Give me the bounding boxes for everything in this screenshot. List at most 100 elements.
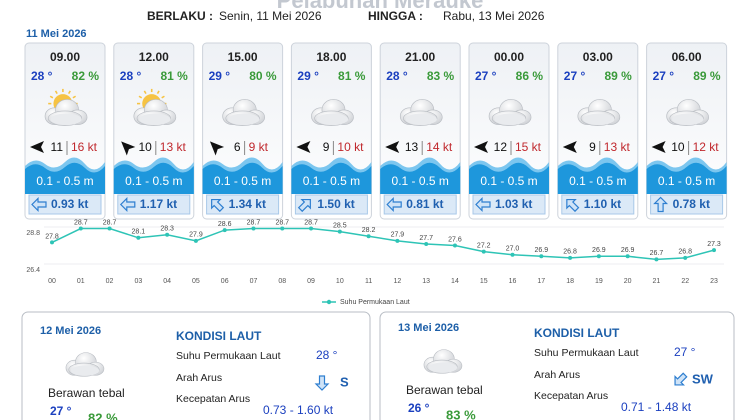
gust: 12 kt: [693, 140, 720, 154]
current-arrow: [211, 198, 225, 213]
valid-to-label: HINGGA :: [368, 9, 423, 23]
x-tick-label: 13: [422, 278, 430, 285]
panel-frame: [379, 311, 735, 420]
value-label: 26.9: [621, 247, 635, 254]
wave: [646, 162, 727, 194]
current-box: [28, 194, 102, 215]
wave-height: 0.1 - 0.5 m: [303, 174, 360, 188]
wave-height: 0.1 - 0.5 m: [569, 174, 626, 188]
value-label: 26.8: [678, 249, 692, 256]
x-tick-label: 06: [221, 278, 229, 285]
point: [395, 238, 400, 243]
x-tick-label: 17: [537, 278, 545, 285]
forecast-date: 11 Mei 2026: [26, 28, 87, 40]
x-tick-label: 18: [566, 278, 574, 285]
sst-label: Suhu Permukaan Laut: [176, 350, 281, 362]
current-speed: 0.78 kt: [673, 197, 710, 211]
current-speed: 1.34 kt: [229, 197, 266, 211]
wave: [380, 162, 461, 194]
gust: 13 kt: [160, 140, 187, 154]
current-arrow: [386, 197, 402, 212]
humidity: 80 %: [249, 69, 277, 83]
wave-height: 0.1 - 0.5 m: [480, 174, 537, 188]
sun-ray: [49, 95, 54, 99]
value-label: 28.7: [247, 219, 261, 226]
wave: [113, 162, 194, 194]
x-tick-label: 02: [106, 278, 114, 285]
current-speed-label: Kecepatan Arus: [176, 393, 250, 405]
point: [481, 249, 486, 254]
value-label: 28.7: [275, 219, 289, 226]
point: [50, 240, 54, 245]
sst: 27 °: [674, 345, 696, 359]
weather-icon: [311, 99, 354, 126]
current-dir-label: Arah Arus: [176, 372, 222, 384]
point: [222, 228, 227, 233]
forecast-card: 12.00 28 ° 81 % 10 13 kt 0.1 - 0.5 m 1.17 kt: [113, 42, 195, 220]
forecast-card: 15.00 29 ° 80 % 6 9 kt 0.1 - 0.5 m 1.34 kt: [202, 42, 284, 220]
x-tick-label: 08: [278, 278, 286, 285]
point: [625, 254, 630, 259]
current-speed: 0.93 kt: [51, 197, 88, 211]
time: 15.00: [228, 50, 258, 64]
x-tick-label: 00: [48, 278, 56, 285]
humidity: 83 %: [427, 69, 455, 83]
current-arrow: [674, 372, 688, 386]
weather: Berawan tebal: [406, 383, 483, 397]
x-tick-label: 11: [365, 278, 372, 285]
wave: [469, 162, 549, 194]
value-label: 27.6: [448, 236, 462, 243]
wave-height: 0.1 - 0.5 m: [392, 174, 449, 188]
current-arrow: [297, 198, 311, 213]
wind-arrow: [651, 141, 666, 153]
cloud-base: [50, 113, 82, 126]
daily-panel: 13 Mei 2026 Berawan tebal 26 ° 83 % KONDISI …: [379, 311, 735, 420]
x-tick-label: 23: [710, 278, 718, 285]
panel-frame: [21, 311, 371, 420]
humidity: 81 %: [160, 69, 188, 83]
valid-from-label: BERLAKU :: [147, 9, 213, 23]
forecast-card: 09.00 28 ° 82 % 11 16 kt 0.1 - 0.5 m 0.93 kt: [24, 42, 106, 220]
value-label: 28.7: [74, 219, 88, 226]
forecast-card: 06.00 27 ° 89 % 10 12 kt 0.1 - 0.5 m 0.78 kt: [646, 42, 728, 220]
point: [280, 226, 285, 231]
current-arrow: [119, 197, 136, 212]
time: 00.00: [494, 50, 524, 64]
gust: 13 kt: [604, 140, 631, 154]
wind-speed: 6: [234, 140, 241, 154]
value-label: 28.2: [362, 227, 376, 234]
wind-speed: 12: [494, 140, 508, 154]
wind-arrow: [209, 141, 225, 156]
wind-speed: 10: [138, 140, 152, 154]
section-title: KONDISI LAUT: [176, 329, 262, 343]
humidity: 82 %: [72, 69, 100, 83]
legend-marker: [326, 299, 332, 305]
weather: Berawan tebal: [48, 386, 125, 400]
page-title: Pelabuhan Merauke: [277, 0, 484, 13]
wave: [202, 162, 283, 194]
current-box: [294, 194, 368, 215]
wind-speed: 11: [51, 140, 64, 154]
wind-arrow: [474, 141, 488, 153]
x-tick-label: 20: [624, 278, 632, 285]
sun-ray: [161, 95, 165, 99]
temperature: 27 °: [653, 69, 675, 83]
current-speed: 1.10 kt: [584, 197, 621, 211]
cloud-base: [671, 113, 704, 126]
current-arrow: [653, 196, 669, 213]
gust: 9 kt: [249, 140, 269, 154]
current-speed: 1.17 kt: [140, 197, 177, 211]
x-tick-label: 03: [134, 278, 142, 285]
value-label: 26.9: [534, 247, 548, 254]
forecast-card: 03.00 27 ° 89 % 9 13 kt 0.1 - 0.5 m 1.10 kt: [557, 42, 639, 220]
wind-speed: 9: [323, 140, 330, 154]
weather-icon: [488, 99, 532, 126]
point: [452, 243, 457, 248]
forecast-card: 18.00 29 ° 81 % 9 10 kt 0.1 - 0.5 m 1.50 kt: [290, 42, 372, 220]
cloud-base: [316, 113, 349, 126]
current-arrow: [566, 198, 580, 213]
temperature: 28 °: [31, 69, 53, 83]
value-label: 27.2: [477, 243, 491, 250]
current-speed-label: Kecepatan Arus: [534, 390, 608, 402]
